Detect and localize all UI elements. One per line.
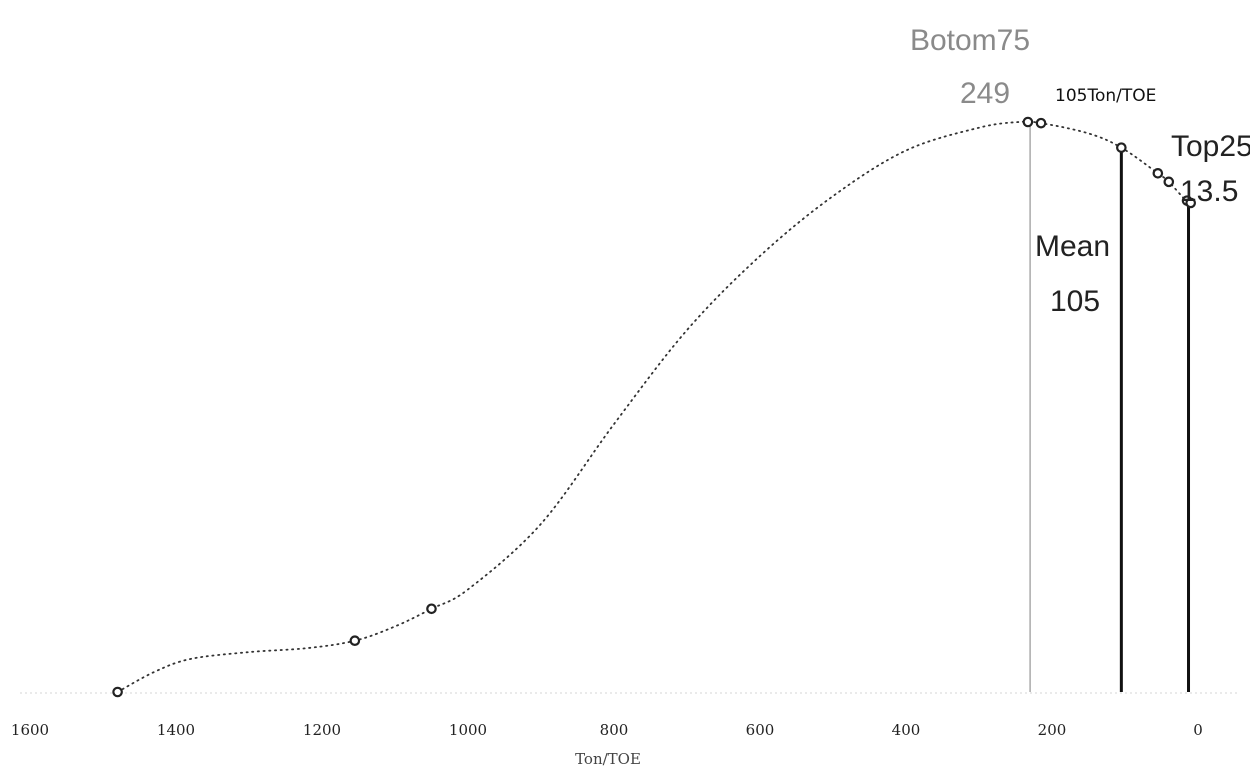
series-point [1185,197,1196,209]
x-tick-label: 600 [746,721,775,739]
vertical-reference-lines [1029,122,1191,692]
x-tick-label: 1000 [449,721,487,739]
x-tick-label: 1400 [157,721,195,739]
top25-annotation-label: Top25 [1171,130,1250,163]
x-tick-label: 0 [1193,721,1203,739]
x-tick-label: 200 [1038,721,1067,739]
x-tick-label: 400 [892,721,921,739]
x-tick-label: 1200 [303,721,341,739]
top25-annotation-value: 13.5 [1180,175,1238,208]
bottom75-annotation-value: 249 [960,77,1010,110]
series-point [349,635,361,646]
series-markers [112,116,1196,698]
mean-annotation-label: Mean [1035,230,1110,263]
series-point [1163,176,1175,188]
x-tick-label: 800 [600,721,629,739]
series-point [112,686,123,698]
mean-unit-label: 105Ton/TOE [1055,86,1156,106]
mean-annotation-value: 105 [1050,285,1100,318]
series-point [1035,117,1047,129]
series-point [426,603,437,615]
x-axis-title: Ton/TOE [575,750,641,768]
x-tick-label: 1600 [11,721,49,739]
series-point [1152,168,1164,179]
bottom75-annotation-label: Botom75 [910,24,1030,57]
series-point [1022,116,1034,128]
series-point [1116,142,1127,153]
x-tick-labels: 1600 1400 1200 1000 800 600 400 200 0 [11,721,1203,739]
